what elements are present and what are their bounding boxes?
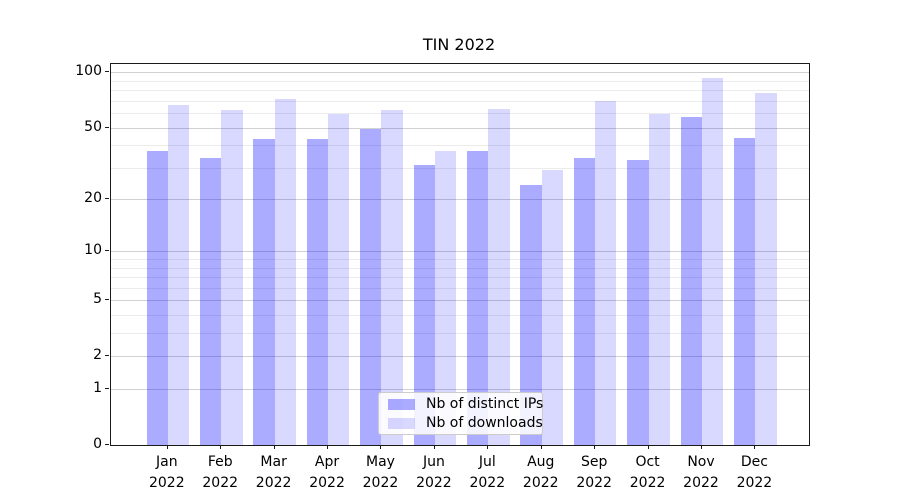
y-tick-mark-5	[105, 299, 109, 301]
x-tick-label-sep: Sep 2022	[576, 454, 612, 491]
x-tick-label-aug: Aug 2022	[522, 454, 559, 491]
y-tick-label-20: 20	[84, 190, 102, 207]
x-tick-label-feb: Feb 2022	[202, 454, 239, 491]
y-tick-mark-1	[105, 388, 109, 390]
y-tick-label-0: 0	[93, 436, 102, 452]
x-tick-mark-jun	[433, 445, 435, 449]
x-tick-mark-oct	[647, 445, 649, 449]
bar-nb-of-distinct-ips-may	[360, 129, 382, 445]
bar-nb-of-downloads-jul	[488, 109, 510, 445]
y-tick-label-10: 10	[84, 242, 102, 259]
legend: Nb of distinct IPs Nb of downloads	[378, 392, 543, 435]
gridline-minor-6	[111, 287, 809, 289]
gridline-major-5	[111, 300, 809, 302]
x-tick-mark-apr	[327, 445, 329, 449]
y-tick-mark-10	[105, 250, 109, 252]
bar-nb-of-downloads-nov	[702, 78, 724, 445]
x-tick-mark-mar	[273, 445, 275, 449]
y-tick-mark-0	[105, 444, 109, 445]
gridline-major-1	[111, 389, 809, 391]
x-tick-mark-jul	[487, 445, 489, 449]
x-tick-mark-aug	[540, 445, 542, 449]
x-tick-mark-sep	[594, 445, 596, 449]
bar-nb-of-downloads-may	[381, 110, 403, 445]
x-tick-label-nov: Nov 2022	[683, 454, 719, 491]
bar-nb-of-distinct-ips-feb	[199, 157, 222, 445]
legend-label-downloads: Nb of downloads	[426, 415, 543, 431]
x-tick-label-jan: Jan 2022	[148, 454, 185, 491]
gridline-minor-60	[111, 113, 809, 115]
bar-nb-of-distinct-ips-aug	[520, 185, 542, 445]
gridline-minor-7	[111, 277, 809, 279]
y-tick-label-1: 1	[93, 380, 102, 397]
bar-nb-of-distinct-ips-jul	[467, 151, 489, 445]
y-tick-label-5: 5	[93, 291, 102, 308]
x-tick-label-jul: Jul 2022	[469, 454, 506, 491]
gridline-minor-80	[111, 90, 809, 92]
bar-nb-of-downloads-sep	[595, 100, 617, 445]
gridline-minor-8	[111, 267, 809, 269]
gridline-minor-40	[111, 145, 809, 147]
gridline-major-50	[111, 127, 809, 129]
legend-swatch-downloads	[388, 417, 415, 429]
gridline-minor-90	[111, 80, 809, 82]
y-tick-label-50: 50	[84, 118, 102, 135]
bar-nb-of-downloads-feb	[221, 110, 243, 445]
legend-item-downloads: Nb of downloads	[388, 415, 543, 431]
bar-nb-of-downloads-mar	[274, 98, 296, 445]
bar-nb-of-distinct-ips-apr	[306, 139, 329, 445]
bar-nb-of-downloads-oct	[648, 114, 670, 445]
x-tick-label-may: May 2022	[362, 454, 399, 491]
y-tick-mark-100	[105, 71, 109, 73]
bar-nb-of-distinct-ips-jun	[413, 165, 435, 445]
x-tick-label-oct: Oct 2022	[629, 454, 666, 491]
bar-nb-of-distinct-ips-mar	[253, 139, 275, 445]
gridline-minor-4	[111, 315, 809, 317]
x-tick-mark-jan	[166, 445, 168, 449]
y-tick-label-100: 100	[75, 63, 102, 80]
x-tick-mark-nov	[701, 445, 702, 449]
gridline-minor-9	[111, 259, 809, 261]
bar-nb-of-downloads-apr	[328, 114, 350, 445]
plot-area	[110, 63, 810, 446]
y-tick-mark-20	[105, 198, 109, 200]
gridline-major-2	[111, 356, 809, 358]
y-tick-label-2: 2	[93, 347, 102, 364]
chart-title: TIN 2022	[422, 35, 496, 54]
x-tick-mark-feb	[220, 445, 222, 449]
bar-nb-of-downloads-jan	[167, 105, 190, 445]
y-tick-mark-2	[105, 355, 109, 357]
y-tick-mark-50	[105, 126, 109, 128]
x-tick-label-dec: Dec 2022	[736, 454, 773, 491]
bar-nb-of-distinct-ips-jan	[146, 151, 168, 445]
x-tick-label-apr: Apr 2022	[309, 454, 345, 491]
gridline-major-10	[111, 251, 809, 253]
bar-nb-of-distinct-ips-oct	[627, 160, 649, 445]
bar-nb-of-downloads-aug	[541, 170, 564, 445]
bar-nb-of-distinct-ips-nov	[680, 117, 702, 445]
bar-nb-of-downloads-dec	[755, 93, 777, 445]
bar-nb-of-distinct-ips-dec	[734, 137, 756, 445]
legend-label-distinct-ips: Nb of distinct IPs	[426, 396, 544, 412]
bar-nb-of-distinct-ips-sep	[573, 157, 596, 445]
gridline-major-20	[111, 199, 809, 201]
x-tick-mark-may	[380, 445, 382, 449]
gridline-minor-70	[111, 100, 809, 102]
x-tick-label-mar: Mar 2022	[255, 454, 292, 491]
x-tick-label-jun: Jun 2022	[416, 454, 452, 491]
gridline-major-100	[111, 72, 809, 74]
gridline-minor-30	[111, 167, 809, 169]
x-tick-mark-dec	[754, 445, 756, 449]
legend-item-distinct-ips: Nb of distinct IPs	[388, 396, 544, 412]
gridline-minor-3	[111, 333, 809, 335]
legend-swatch-distinct-ips	[388, 398, 415, 410]
bar-nb-of-downloads-jun	[434, 151, 457, 445]
